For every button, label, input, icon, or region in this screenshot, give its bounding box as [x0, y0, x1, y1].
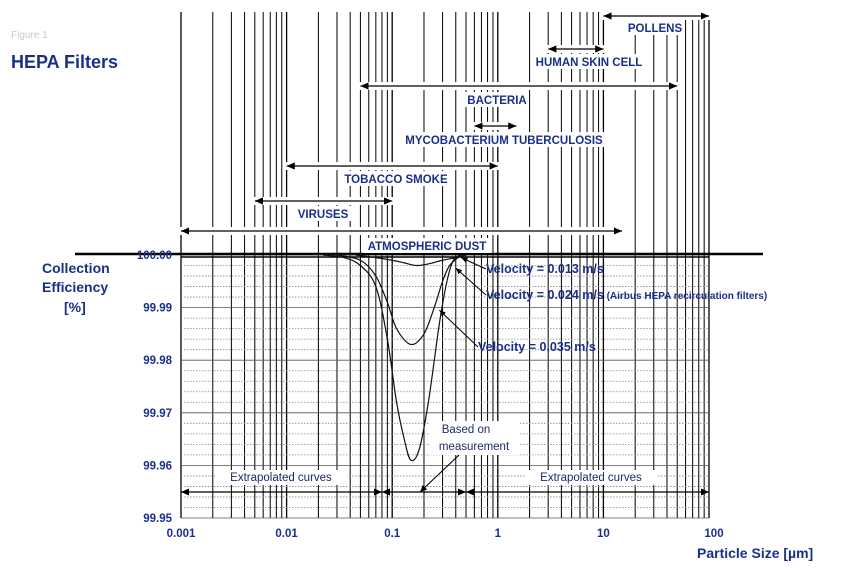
y-tick-label: 99.98 [143, 355, 172, 367]
range-label-6: ATMOSPHERIC DUST [368, 241, 487, 253]
range-label-backdrop [626, 20, 684, 35]
x-tick-label: 0.1 [384, 528, 401, 540]
y-tick-label: 99.95 [143, 513, 172, 525]
annotation-backdrop [430, 421, 520, 455]
bottom-range-label-2: Extrapolated curves [540, 472, 642, 484]
y-tick-label: 100.00 [137, 250, 172, 262]
bottom-label-backdrop [525, 470, 657, 485]
series-label-2: Velocity = 0.035 m/s [478, 340, 596, 354]
efficiency-curves [313, 254, 467, 462]
y-tick-label: 99.96 [143, 460, 172, 472]
curve-series-0 [355, 254, 467, 267]
curve-series-2 [322, 254, 462, 462]
y-axis-label-line-3: [%] [64, 299, 86, 315]
series-label-1: Velocity = 0.024 m/s (Airbus HEPA recirc… [486, 288, 767, 302]
x-tick-label: 100 [704, 528, 723, 540]
series-label-0: Velocity = 0.013 m/s [486, 262, 604, 276]
range-label-3: MYCOBACTERIUM TUBERCULOSIS [405, 135, 603, 147]
series-leader-2 [439, 309, 479, 348]
range-label-2: BACTERIA [467, 95, 526, 107]
y-tick-label: 99.97 [143, 408, 172, 420]
series-labels: Velocity = 0.013 m/s Velocity = 0.024 m/s… [439, 257, 767, 354]
x-tick-label: 1 [495, 528, 502, 540]
y-axis-label-line-1: Collection [42, 260, 110, 276]
annotation-line-2: measurement [439, 441, 510, 453]
range-label-backdrop [465, 92, 529, 107]
bottom-label-backdrop [215, 470, 347, 485]
range-label-backdrop [403, 132, 605, 147]
figure-caption: Figure 1 [11, 30, 48, 41]
x-axis-label: Particle Size [µm] [697, 545, 814, 561]
curve-series-1 [336, 254, 462, 346]
series-leader-1 [455, 267, 487, 296]
range-label-backdrop [294, 206, 352, 221]
range-label-backdrop [362, 238, 492, 253]
range-label-1: HUMAN SKIN CELL [536, 57, 643, 69]
page-title: HEPA Filters [11, 52, 119, 72]
x-tick-label: 0.001 [167, 528, 196, 540]
range-label-0: POLLENS [628, 23, 683, 35]
particle-size-ranges: POLLENS HUMAN SKIN CELL BACTERIA MYCOBACTER… [179, 12, 711, 496]
range-label-backdrop [346, 171, 446, 186]
axes: 100.00 99.99 99.98 99.97 99.96 99.95 0.001 0.01… [137, 250, 724, 540]
grid [75, 12, 763, 519]
x-tick-label: 10 [597, 528, 610, 540]
annotation-line-1: Based on [442, 424, 491, 436]
series-leader-0 [460, 257, 487, 270]
annotation-pointer [419, 454, 460, 493]
y-tick-label: 99.99 [143, 303, 172, 315]
range-label-backdrop [532, 54, 646, 69]
range-label-4: TOBACCO SMOKE [344, 174, 448, 186]
x-tick-label: 0.01 [275, 528, 298, 540]
range-label-5: VIRUSES [298, 209, 349, 221]
y-axis-label-line-2: Efficiency [42, 279, 109, 295]
bottom-range-label-0: Extrapolated curves [230, 472, 332, 484]
